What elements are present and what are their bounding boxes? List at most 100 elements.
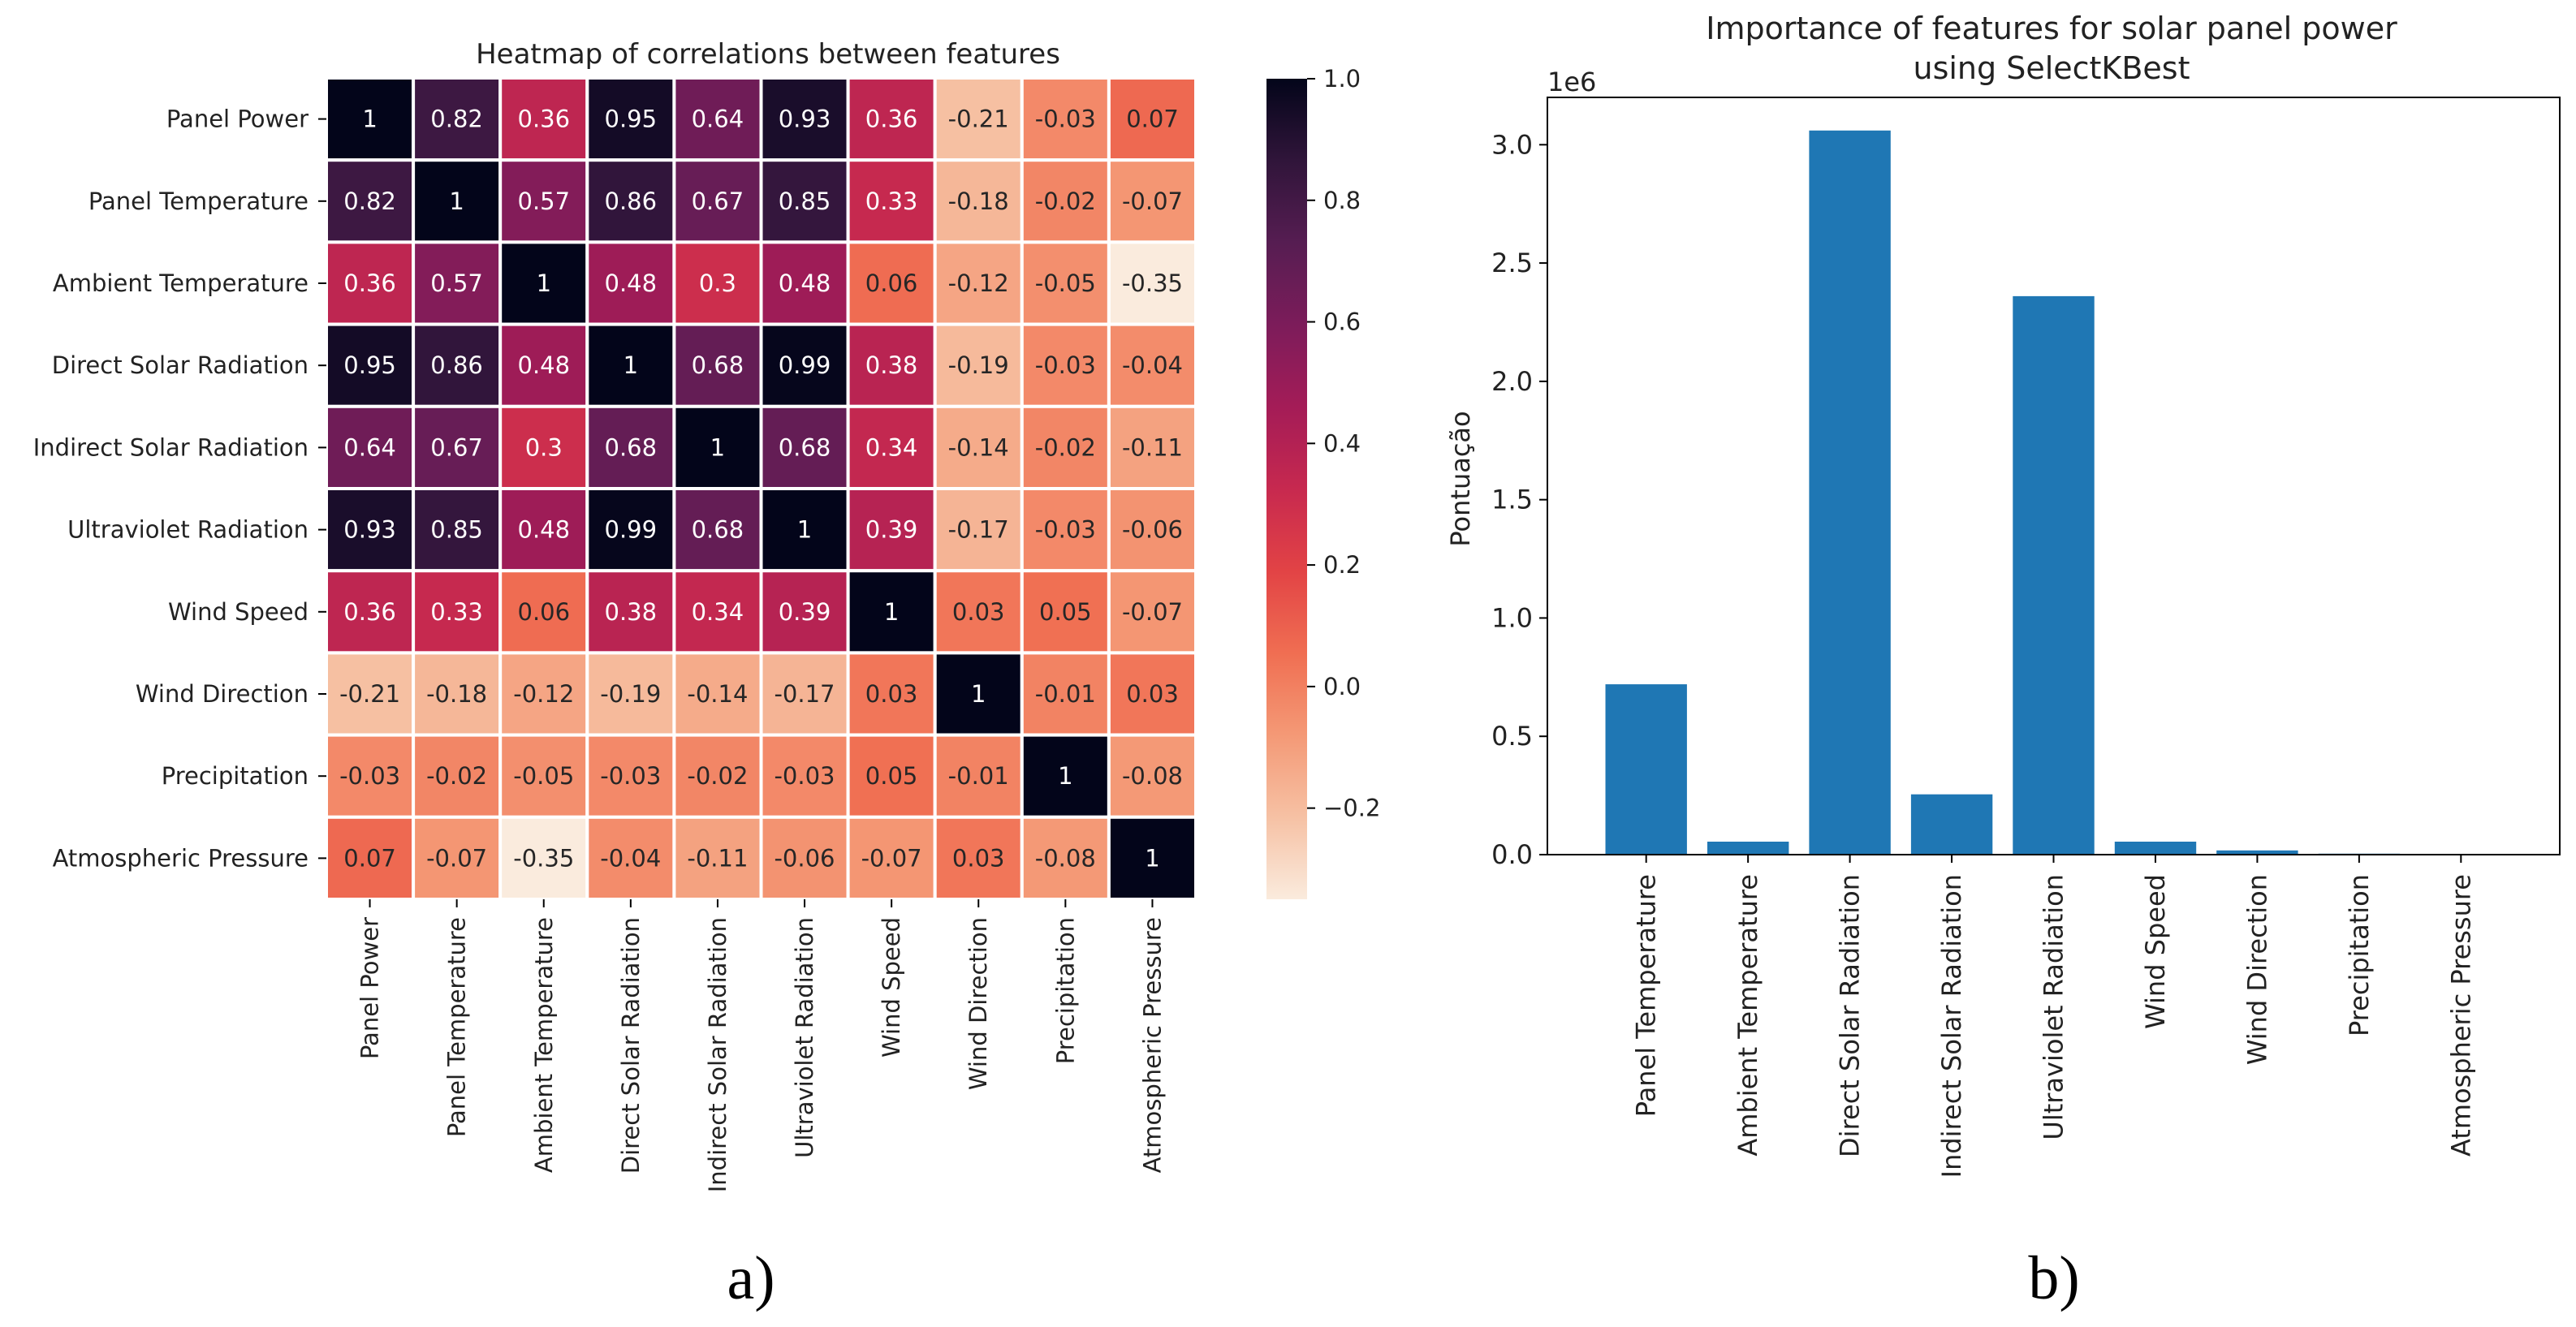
bar-chart-x-tick-label: Precipitation [2344,874,2375,1036]
heatmap-cell [933,569,1024,655]
heatmap-cell [933,733,1024,819]
heatmap-cell-value: 0.36 [865,106,918,133]
heatmap-cell [585,487,676,573]
heatmap-cell-value: -0.01 [1035,680,1096,708]
heatmap-cell-value: 0.3 [525,433,563,461]
heatmap-column-label: Panel Temperature [443,917,471,1137]
heatmap-column-label: Wind Speed [878,917,905,1058]
heatmap-cell [933,322,1024,408]
heatmap-cell-value: 1 [971,680,986,708]
heatmap-cell-value: 0.68 [605,433,658,461]
heatmap-cell-value: 1 [710,433,725,461]
heatmap-column-label: Ultraviolet Radiation [791,917,818,1158]
heatmap-cell-value: -0.17 [948,516,1009,544]
heatmap-cell-value: -0.03 [600,762,661,790]
colorbar-tick-label: 0.6 [1323,308,1361,336]
heatmap-cell-value: -0.19 [600,680,661,708]
heatmap-column-label: Panel Power [356,917,384,1059]
heatmap-cell-value: 1 [884,598,899,626]
heatmap-cell-value: 1 [537,269,551,297]
heatmap-cell [846,404,937,490]
heatmap-cell-value: 0.07 [343,844,396,872]
heatmap-cell-value: 0.57 [518,187,571,215]
heatmap-cell [412,487,503,573]
heatmap-cell-value: -0.07 [861,844,922,872]
heatmap-cell-value: 0.03 [1126,680,1179,708]
heatmap-cell [933,487,1024,573]
heatmap-cell-value: -0.21 [339,680,400,708]
bar-chart-y-tick-label: 0.0 [1491,839,1533,870]
heatmap-cell-value: 0.64 [692,106,744,133]
heatmap-cell [933,76,1024,162]
bar [2216,850,2298,855]
heatmap-cell-value: 0.64 [343,433,396,461]
heatmap-cell [585,733,676,819]
heatmap-cell-value: -0.07 [1122,187,1183,215]
heatmap-cell [672,404,763,490]
heatmap-cell-value: -0.06 [774,844,835,872]
heatmap-cell-value: -0.12 [513,680,574,708]
colorbar-gradient [1266,79,1307,899]
colorbar-ticks: −0.2 0.0 0.2 0.4 0.6 0.8 1.0 [1307,65,1380,822]
heatmap-cell-value: 0.03 [865,680,918,708]
heatmap-cell-value: 1 [624,351,638,379]
heatmap-cells [325,76,1198,901]
heatmap-annotations: 1 0.82 0.36 0.95 0.64 0.93 0.36 -0.21 -0.03 0.07 0… [339,106,1183,872]
heatmap-column-label: Precipitation [1051,917,1079,1064]
bar-chart-x-tick-label: Wind Speed [2140,874,2171,1029]
heatmap-cell-value: 0.99 [605,516,658,544]
heatmap-cell-value: 0.95 [343,351,396,379]
heatmap-cell-value: 0.05 [865,762,918,790]
heatmap-cell-value: 0.93 [779,106,831,133]
bar [2114,842,2197,855]
heatmap-row-label: Wind Direction [136,680,309,708]
heatmap-cell-value: -0.03 [1035,516,1096,544]
colorbar-tick-label: 0.8 [1323,187,1361,214]
heatmap-cell [498,158,589,244]
bar-chart-x-tick-label: Direct Solar Radiation [1835,874,1866,1157]
colorbar-tick-label: −0.2 [1323,795,1380,822]
heatmap-cell-value: -0.05 [513,762,574,790]
heatmap-cell-value: -0.11 [1122,433,1183,461]
heatmap-cell-value: 0.48 [518,516,571,544]
heatmap-cell [933,240,1024,326]
bar-chart-x-tick-label: Ultraviolet Radiation [2039,874,2069,1140]
bar-chart-scale-label: 1e6 [1547,67,1596,97]
heatmap-cell-value: -0.18 [948,187,1009,215]
bar [2013,295,2095,855]
heatmap-cell-value: 0.34 [692,598,744,626]
heatmap-row-label: Ultraviolet Radiation [67,516,309,544]
heatmap-row-label: Atmospheric Pressure [53,844,309,872]
heatmap-cell-value: 0.67 [692,187,744,215]
heatmap-cell-value: -0.21 [948,106,1009,133]
heatmap-cell-value: 1 [797,516,812,544]
heatmap-cell [1107,404,1198,490]
heatmap-cell [846,76,937,162]
heatmap-row-label: Wind Speed [168,598,309,626]
colorbar-tick-label: 0.4 [1323,429,1361,457]
heatmap-cell [672,76,763,162]
heatmap-cell [1020,404,1111,490]
bar-chart-bars [1605,130,2502,855]
heatmap-cell-value: 0.86 [605,187,658,215]
bar-chart-y-tick-label: 1.0 [1491,602,1533,633]
heatmap-cell-value: -0.07 [426,844,487,872]
heatmap-cell-value: 1 [1145,844,1159,872]
heatmap-cell [412,322,503,408]
heatmap-cell-value: 0.82 [343,187,396,215]
bar-chart-x-tick-label: Atmospheric Pressure [2445,874,2476,1157]
heatmap-cell [412,404,503,490]
heatmap-cell-value: -0.05 [1035,269,1096,297]
heatmap-cell [846,815,937,901]
bar [1910,794,1993,855]
heatmap-cell-value: 0.06 [518,598,571,626]
heatmap-row-label: Direct Solar Radiation [52,351,309,379]
heatmap-cell-value: 0.95 [605,106,658,133]
bar-chart-y-tick-label: 2.5 [1491,248,1533,278]
heatmap-cell-value: -0.02 [426,762,487,790]
heatmap-cell [498,487,589,573]
heatmap-title: Heatmap of correlations between features [476,38,1060,71]
heatmap-cell-value: 1 [1058,762,1072,790]
heatmap-cell-value: 0.03 [952,598,1005,626]
heatmap-cell-value: -0.03 [1035,351,1096,379]
